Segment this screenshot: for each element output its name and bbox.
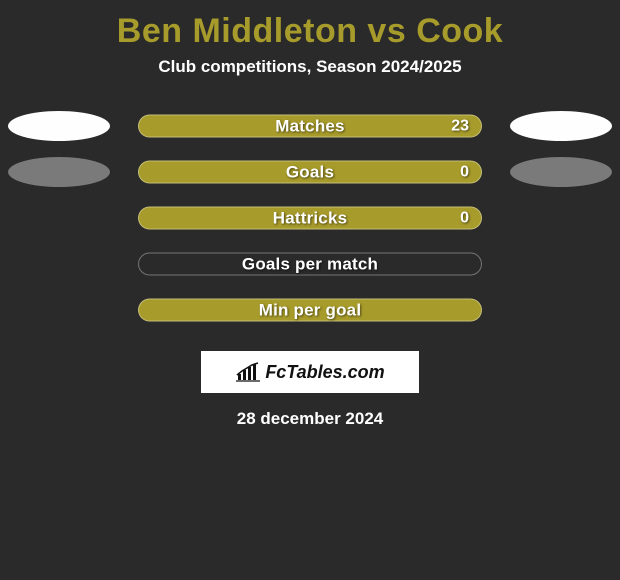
stat-value: 0 xyxy=(460,163,469,181)
stat-label: Goals per match xyxy=(242,254,378,274)
date-label: 28 december 2024 xyxy=(0,409,620,429)
stat-row: Matches 23 xyxy=(0,103,620,149)
stat-value: 23 xyxy=(451,117,469,135)
stat-rows: Matches 23 Goals 0 Hattricks 0 Goals per match… xyxy=(0,103,620,333)
stat-bar: Goals 0 xyxy=(138,161,482,184)
stat-row: Hattricks 0 xyxy=(0,195,620,241)
stat-label: Min per goal xyxy=(259,300,362,320)
left-ellipse xyxy=(8,111,110,141)
stat-row: Goals 0 xyxy=(0,149,620,195)
stat-bar: Hattricks 0 xyxy=(138,207,482,230)
stat-row: Min per goal xyxy=(0,287,620,333)
stat-value: 0 xyxy=(460,209,469,227)
page-title: Ben Middleton vs Cook xyxy=(0,12,620,51)
stat-bar: Matches 23 xyxy=(138,115,482,138)
stat-label: Hattricks xyxy=(273,208,348,228)
bar-chart-icon xyxy=(235,362,261,382)
logo-text: FcTables.com xyxy=(265,362,384,383)
stat-bar: Min per goal xyxy=(138,299,482,322)
stat-label: Matches xyxy=(275,116,344,136)
right-ellipse xyxy=(510,111,612,141)
logo-box: FcTables.com xyxy=(201,351,419,393)
stat-row: Goals per match xyxy=(0,241,620,287)
subtitle: Club competitions, Season 2024/2025 xyxy=(0,57,620,77)
comparison-infographic: Ben Middleton vs Cook Club competitions,… xyxy=(0,0,620,580)
left-ellipse xyxy=(8,157,110,187)
stat-label: Goals xyxy=(286,162,334,182)
stat-bar: Goals per match xyxy=(138,253,482,276)
right-ellipse xyxy=(510,157,612,187)
